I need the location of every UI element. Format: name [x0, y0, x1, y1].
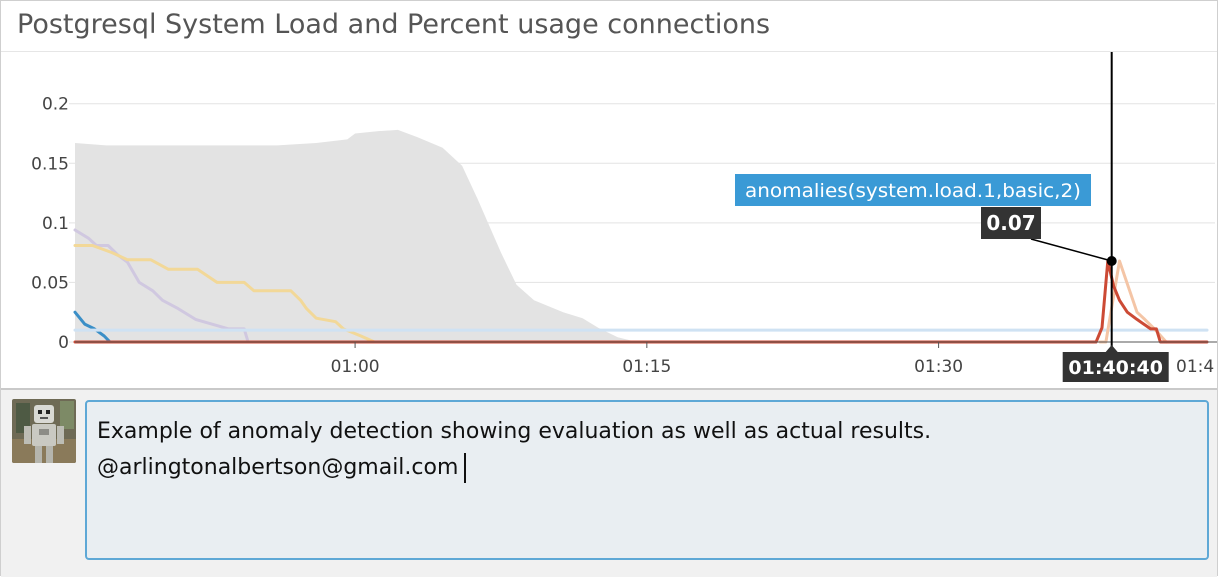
series-line-0 — [73, 228, 250, 344]
tooltip-value-box — [981, 207, 1041, 239]
tooltip-series-label-box — [735, 174, 1091, 206]
series-layer — [73, 228, 1209, 344]
time-label: 01:40:40 — [1068, 357, 1163, 379]
tooltip-leader-line — [1030, 238, 1112, 262]
robot-avatar-icon — [12, 399, 76, 463]
comment-text-line-1: Example of anomaly detection showing eva… — [97, 419, 932, 444]
comment-section: Example of anomaly detection showing eva… — [1, 388, 1217, 577]
x-tick-label: 01:00 — [331, 357, 380, 377]
user-avatar[interactable] — [12, 399, 76, 463]
comment-text-line-2: @arlingtonalbertson@gmail.com — [97, 455, 459, 480]
widget-title: Postgresql System Load and Percent usage… — [17, 9, 771, 40]
time-label-box — [1062, 352, 1169, 382]
x-tick-label: 01:4 — [1176, 357, 1214, 377]
tooltip-series-label: anomalies(system.load.1,basic,2) — [745, 180, 1081, 202]
hover-tooltip: 0.07 anomalies(system.load.1,basic,2) 01:4… — [735, 52, 1169, 382]
series-line-5 — [73, 259, 1209, 344]
comment-input[interactable]: Example of anomaly detection showing eva… — [85, 400, 1209, 560]
y-tick-label: 0.1 — [42, 214, 69, 234]
series-line-1 — [73, 244, 376, 344]
hover-point-marker — [1106, 255, 1117, 266]
text-caret — [464, 453, 467, 483]
x-tick-label: 01:15 — [622, 357, 671, 377]
time-label-pointer — [1105, 345, 1118, 352]
tooltip-value: 0.07 — [986, 211, 1035, 235]
title-divider — [1, 51, 1217, 52]
y-tick-label: 0.15 — [31, 154, 69, 174]
anomaly-band-layer — [75, 129, 638, 342]
x-tick-label: 01:30 — [914, 357, 963, 377]
axes: 0 0.05 0.1 0.15 0.2 01:00 01:15 01:30 01:4 — [31, 95, 1217, 377]
y-tick-label: 0.2 — [42, 95, 69, 115]
chart-area[interactable]: 0 0.05 0.1 0.15 0.2 01:00 01:15 01:30 01:4 0.07 a… — [1, 52, 1217, 388]
anomaly-band — [75, 129, 638, 342]
load-chart[interactable]: 0 0.05 0.1 0.15 0.2 01:00 01:15 01:30 01:4 0.07 a… — [1, 52, 1217, 388]
y-tick-label: 0 — [58, 333, 69, 353]
y-tick-label: 0.05 — [31, 273, 69, 293]
